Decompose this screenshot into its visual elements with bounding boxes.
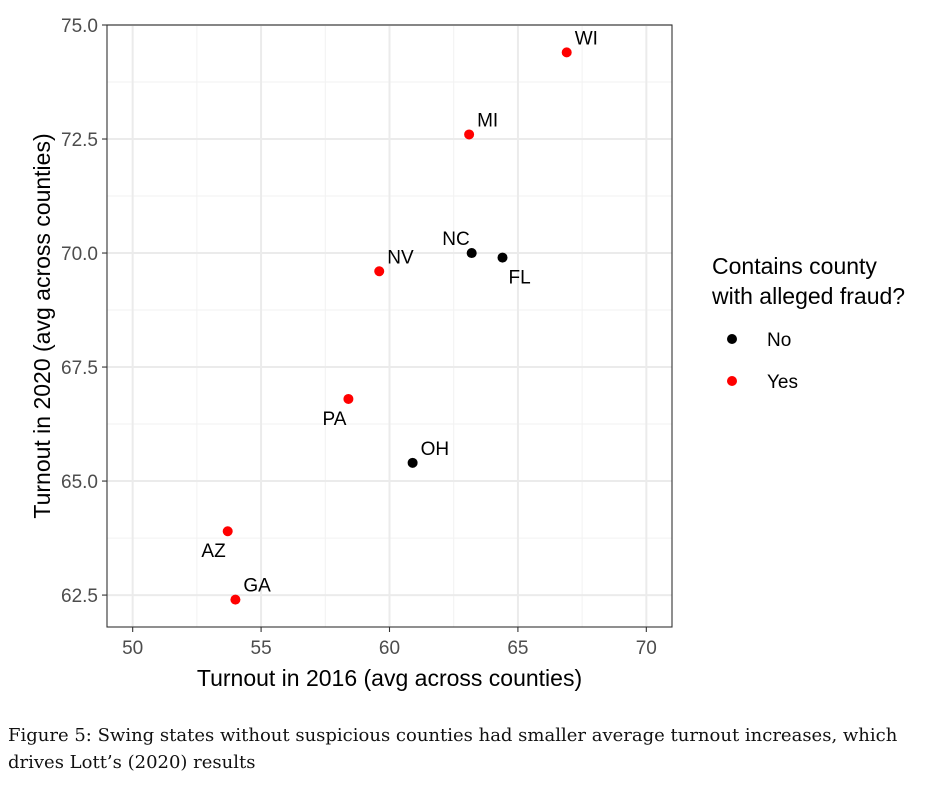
legend-label-no: No: [767, 330, 791, 351]
point-label-az: AZ: [201, 541, 226, 562]
data-point-nc: [466, 248, 477, 259]
x-axis-ticks: 50 55 60 65 70: [122, 627, 657, 659]
point-label-mi: MI: [477, 110, 498, 131]
point-label-wi: WI: [575, 28, 598, 49]
x-tick-label: 60: [379, 638, 400, 659]
legend-title-line-2: with alleged fraud?: [711, 283, 905, 309]
x-axis-title: Turnout in 2016 (avg across counties): [197, 665, 582, 691]
y-tick-label: 67.5: [61, 358, 98, 379]
x-tick-label: 65: [507, 638, 528, 659]
point-label-nc: NC: [442, 229, 469, 250]
x-tick-label: 55: [251, 638, 272, 659]
legend-key-no: [727, 334, 737, 344]
y-axis-title: Turnout in 2020 (avg across counties): [29, 133, 55, 518]
point-label-nv: NV: [387, 247, 414, 268]
data-point-wi: [561, 47, 572, 58]
legend-title-line-1: Contains county: [712, 253, 877, 279]
data-point-oh: [407, 457, 418, 468]
data-point-fl: [497, 252, 508, 263]
point-label-ga: GA: [243, 576, 271, 597]
figure-caption: Figure 5: Swing states without suspiciou…: [8, 725, 898, 773]
point-label-oh: OH: [421, 439, 450, 460]
data-point-ga: [230, 594, 241, 605]
data-point-pa: [343, 393, 354, 404]
point-label-pa: PA: [322, 409, 346, 430]
legend-key-yes: [727, 376, 737, 386]
y-axis-ticks: 62.5 65.0 67.5 70.0 72.5 75.0: [61, 16, 107, 607]
data-points: [222, 47, 572, 605]
y-tick-label: 70.0: [61, 244, 98, 265]
legend-label-yes: Yes: [767, 372, 798, 393]
y-tick-label: 72.5: [61, 130, 98, 151]
point-labels: WI MI NC FL NV PA OH AZ GA: [201, 28, 598, 597]
point-label-fl: FL: [509, 268, 531, 289]
y-tick-label: 62.5: [61, 586, 98, 607]
data-point-az: [222, 526, 233, 537]
y-tick-label: 65.0: [61, 472, 98, 493]
y-tick-label: 75.0: [61, 16, 98, 37]
scatter-chart: WI MI NC FL NV PA OH AZ GA 50 55 60 65 70 62.5 65.0 67…: [29, 16, 905, 691]
legend: Contains county with alleged fraud? No Y…: [711, 253, 905, 393]
data-point-mi: [464, 129, 475, 140]
x-tick-label: 70: [636, 638, 657, 659]
x-tick-label: 50: [122, 638, 143, 659]
data-point-nv: [374, 266, 385, 277]
